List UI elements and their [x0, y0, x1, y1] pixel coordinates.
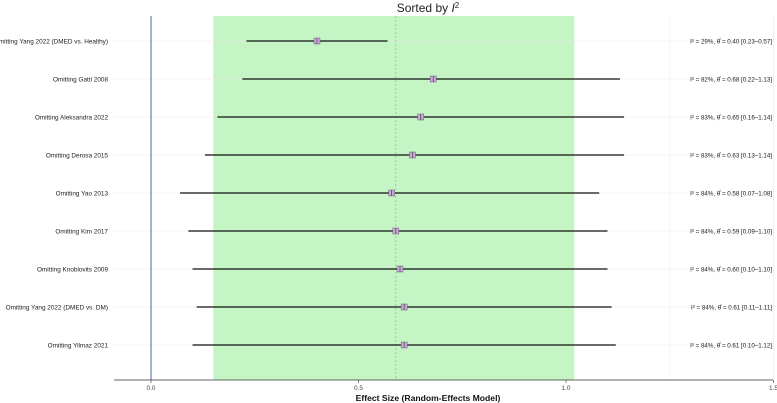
row-label-3: Omitting Derosa 2015 — [46, 152, 109, 159]
row-annotation-6: I² = 84%, θ̂ = 0.60 [0.10–1.10] — [690, 266, 772, 273]
row-label-1: Omitting Gatti 2008 — [53, 76, 109, 83]
row-annotation-3: I² = 83%, θ̂ = 0.63 [0.13–1.14] — [690, 152, 772, 159]
row-label-0: Omitting Yang 2022 (DMED vs. Healthy) — [0, 38, 108, 45]
row-annotation-0: I² = 29%, θ̂ = 0.40 [0.23–0.57] — [690, 38, 772, 45]
row-annotation-5: I² = 84%, θ̂ = 0.59 [0.09–1.10] — [690, 228, 772, 235]
x-tick-label-2: 1.0 — [562, 385, 571, 392]
chart-title: Sorted by I2 — [397, 1, 460, 15]
row-annotation-2: I² = 83%, θ̂ = 0.65 [0.16–1.14] — [690, 114, 772, 121]
row-label-8: Omitting Yilmaz 2021 — [48, 342, 109, 349]
row-annotation-7: I² = 84%, θ̂ = 0.61 [0.11–1.11] — [691, 304, 772, 311]
row-label-4: Omitting Yao 2013 — [56, 190, 109, 197]
row-annotation-8: I² = 84%, θ̂ = 0.61 [0.10–1.12] — [690, 342, 772, 349]
row-label-5: Omitting Kim 2017 — [55, 228, 108, 235]
row-label-7: Omitting Yang 2022 (DMED vs. DM) — [6, 304, 108, 311]
row-annotation-4: I² = 84%, θ̂ = 0.58 [0.07–1.08] — [690, 190, 772, 197]
row-label-2: Omitting Aleksandra 2022 — [35, 114, 109, 121]
x-tick-label-3: 1.5 — [769, 385, 777, 392]
x-axis-label: Effect Size (Random-Effects Model) — [356, 393, 501, 403]
row-annotation-1: I² = 82%, θ̂ = 0.68 [0.22–1.13] — [690, 76, 772, 83]
pooled-ci-band — [213, 16, 575, 380]
x-tick-label-0: 0.0 — [147, 385, 156, 392]
x-tick-label-1: 0.5 — [354, 385, 363, 392]
row-label-6: Omitting Knoblovits 2009 — [37, 266, 108, 273]
